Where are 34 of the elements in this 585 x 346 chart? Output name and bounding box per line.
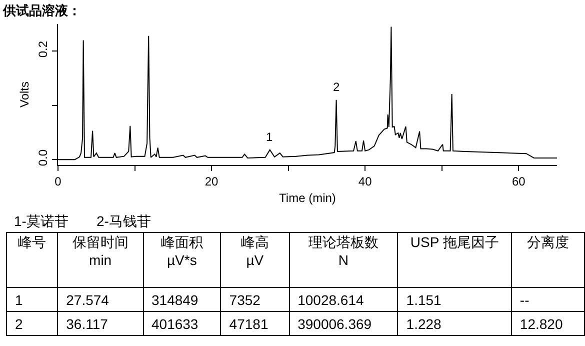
text: --: [520, 292, 530, 308]
x-tick-label: 40: [358, 174, 372, 188]
chart-title: 供试品溶液：: [2, 2, 81, 18]
text: 36.117: [66, 316, 108, 332]
category-label: 保留时间 min: [58, 232, 143, 288]
text: 314849: [152, 292, 198, 308]
y-tick-label: 0.0: [36, 149, 50, 166]
category-label: USP 拖尾因子: [398, 232, 512, 288]
x-tick-label: 0: [54, 174, 62, 188]
x-tick-label: 60: [512, 174, 526, 188]
text: 27.574: [66, 292, 109, 308]
text: 1: [15, 292, 23, 308]
y-tick-label: 0.2: [36, 40, 50, 58]
text: 1.228: [406, 316, 442, 332]
category-label: 峰号: [6, 232, 58, 288]
x-tick-label: 20: [204, 174, 219, 188]
text: 10028.614: [298, 292, 364, 308]
category-label: 分离度: [511, 232, 584, 288]
text: 2-马钱苷: [96, 213, 151, 229]
text: 12.820: [520, 316, 563, 332]
text: 390006.369: [298, 316, 372, 332]
x-axis-title: Time (min): [279, 191, 336, 205]
annotation: 2: [333, 80, 340, 94]
annotation: 1: [266, 130, 273, 144]
category-label: 理论塔板数 N: [289, 232, 398, 288]
category-label: 峰面积 µV*s: [143, 232, 221, 288]
text: 2: [15, 316, 23, 332]
y-axis-title: Volts: [18, 81, 32, 108]
text: 47181: [229, 316, 268, 332]
text: 1-莫诺苷: [14, 213, 68, 229]
category-label: 峰高 µV: [220, 232, 290, 288]
text: 401633: [152, 316, 198, 332]
text: 1.151: [406, 292, 442, 308]
text: 7352: [229, 292, 260, 308]
